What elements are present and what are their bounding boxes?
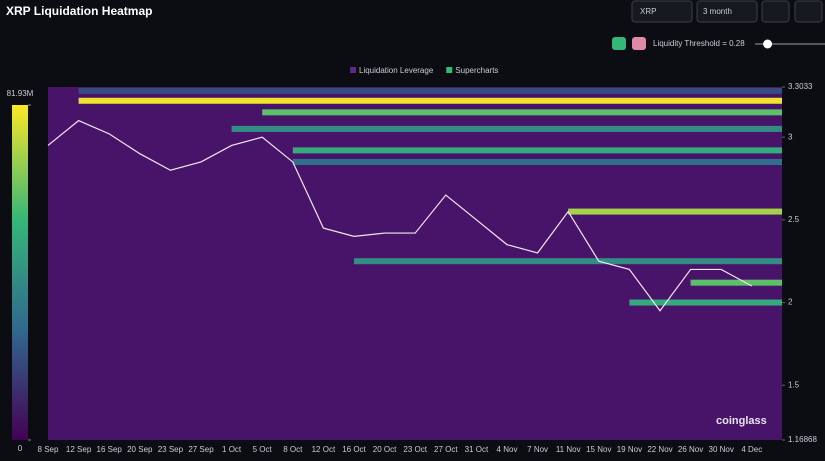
liquidity-band	[231, 125, 783, 132]
x-tick-label: 16 Oct	[342, 445, 366, 454]
legend-label: Liquidation Leverage	[359, 66, 434, 75]
liquidity-band	[262, 109, 782, 116]
liquidity-band	[568, 208, 782, 215]
liquidity-band	[78, 87, 783, 94]
liquidity-band	[629, 299, 782, 306]
range-select[interactable]	[696, 0, 758, 23]
y-tick-label: 1.16868	[788, 435, 817, 444]
x-tick-label: 16 Sep	[97, 445, 123, 454]
y-tick-label: 2.5	[788, 215, 800, 224]
legend-label: Supercharts	[455, 66, 498, 75]
x-tick-label: 4 Dec	[741, 445, 762, 454]
x-tick-label: 27 Oct	[434, 445, 458, 454]
liquidity-band	[690, 279, 782, 286]
symbol-label: XRP	[640, 7, 656, 16]
x-tick-label: 23 Oct	[403, 445, 427, 454]
color-tick-label: 0	[18, 444, 23, 453]
threshold-label: Liquidity Threshold = 0.28	[653, 39, 745, 48]
x-tick-label: 20 Oct	[373, 445, 397, 454]
x-tick-label: 12 Sep	[66, 445, 92, 454]
x-tick-label: 27 Sep	[188, 445, 214, 454]
x-tick-label: 4 Nov	[497, 445, 518, 454]
x-tick-label: 22 Nov	[647, 445, 672, 454]
x-tick-label: 31 Oct	[465, 445, 489, 454]
symbol-select[interactable]	[631, 0, 693, 23]
price-line	[47, 119, 753, 312]
x-tick-label: 15 Nov	[586, 445, 611, 454]
liquidity-band	[292, 147, 782, 154]
x-tick-label: 30 Nov	[709, 445, 734, 454]
x-tick-label: 11 Nov	[556, 445, 581, 454]
legend-swatch	[446, 67, 453, 73]
x-tick-label: 19 Nov	[617, 445, 642, 454]
x-tick-label: 5 Oct	[253, 445, 273, 454]
color-toggle[interactable]	[632, 37, 646, 50]
y-tick-label: 3	[788, 132, 793, 141]
x-tick-label: 12 Oct	[312, 445, 336, 454]
range-label: 3 month	[703, 7, 732, 16]
color-bar	[12, 105, 28, 440]
liquidity-band	[78, 97, 783, 104]
y-tick-label: 1.5	[788, 380, 800, 389]
chart-title: XRP Liquidation Heatmap	[6, 4, 152, 18]
x-tick-label: 1 Oct	[222, 445, 242, 454]
slider-knob	[763, 39, 773, 49]
y-tick-label: 3.3033	[788, 82, 813, 91]
color-tick-label: 81.93M	[7, 89, 34, 98]
screenshot-button[interactable]	[794, 0, 823, 23]
heat-toggle[interactable]	[612, 37, 626, 50]
x-tick-label: 20 Sep	[127, 445, 153, 454]
liquidity-band	[354, 258, 782, 265]
liquidity-band	[292, 158, 782, 165]
y-tick-label: 2	[788, 298, 793, 307]
legend-swatch	[350, 67, 356, 73]
x-tick-label: 26 Nov	[678, 445, 703, 454]
refresh-button[interactable]	[761, 0, 790, 23]
x-tick-label: 23 Sep	[158, 445, 184, 454]
watermark: coinglass	[716, 415, 767, 427]
x-tick-label: 8 Sep	[38, 445, 59, 454]
x-tick-label: 8 Oct	[283, 445, 303, 454]
x-tick-label: 7 Nov	[527, 445, 548, 454]
